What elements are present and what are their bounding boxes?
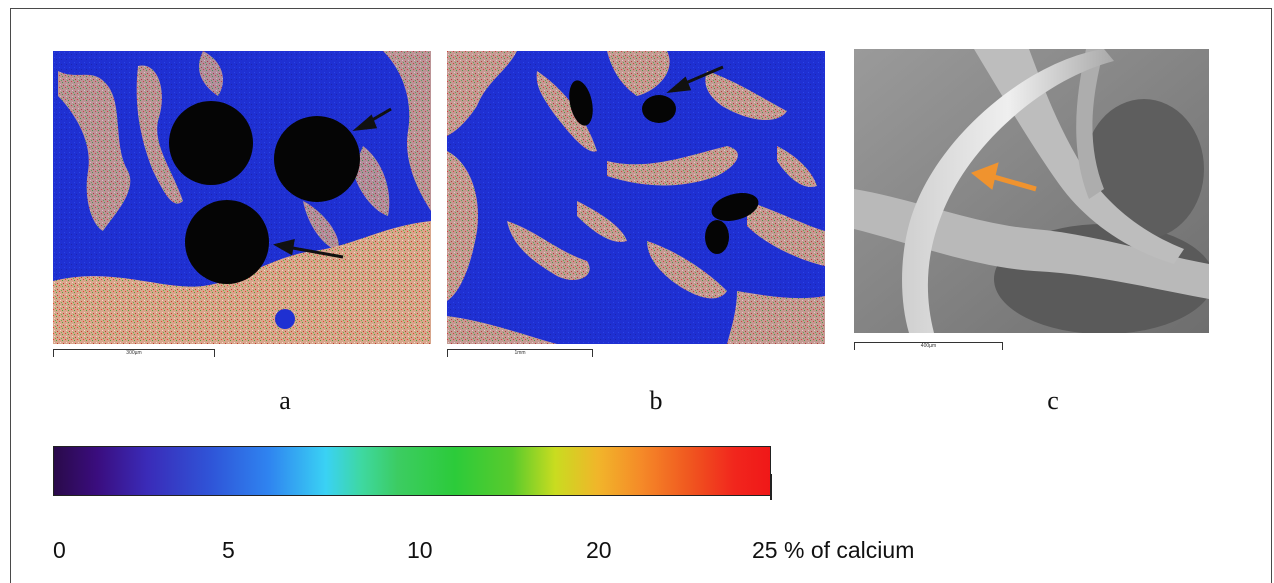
panel-label-a: a [279, 386, 291, 415]
colorbar-end-tick [770, 474, 772, 500]
pore [642, 95, 676, 123]
arrow [273, 238, 344, 259]
calcium-streak [383, 51, 431, 211]
arrow [971, 162, 1037, 192]
calcium-streak [58, 71, 131, 231]
panel-a-calcium-map [53, 51, 431, 344]
scalebar-b-label: 1mm [514, 350, 526, 356]
pore [169, 101, 253, 185]
pore [569, 80, 593, 126]
pore [705, 220, 729, 254]
strut [854, 189, 1209, 299]
pore-shadow [1084, 99, 1204, 239]
calcium-rich-region [53, 221, 431, 344]
calcium-streak [303, 201, 339, 251]
colorbar-label-20: 20 [586, 537, 612, 563]
calcium-streak [353, 146, 390, 216]
colorbar-label-0: 0 [53, 537, 66, 563]
scalebar-a: 300µm [53, 349, 215, 357]
colorbar-label-5: 5 [222, 537, 235, 563]
scalebar-b: 1mm [447, 349, 593, 357]
scalebar-a-label: 300µm [126, 350, 142, 356]
calcium-streak [198, 51, 223, 96]
scalebar-c-label: 400µm [920, 343, 937, 349]
pore [274, 116, 360, 202]
pore-edge-blue [275, 309, 295, 329]
figure-frame [10, 8, 1272, 583]
panel-label-c: c [1047, 386, 1059, 415]
panel-b-calcium-map [447, 51, 825, 344]
colorbar-label-25: 25 % of calcium [752, 537, 915, 563]
calcium-colorbar [53, 446, 771, 496]
panel-label-b: b [649, 386, 663, 415]
pore [185, 200, 269, 284]
strut-curved [902, 49, 1114, 333]
pore [711, 192, 759, 222]
colorbar-label-10: 10 [407, 537, 433, 563]
strut [1076, 49, 1104, 199]
calcium-network [447, 51, 825, 344]
calcium-streak [136, 65, 183, 204]
arrow [352, 107, 392, 132]
panel-c-sem-image [854, 49, 1209, 333]
scalebar-c: 400µm [854, 342, 1003, 350]
arrow [666, 65, 724, 94]
